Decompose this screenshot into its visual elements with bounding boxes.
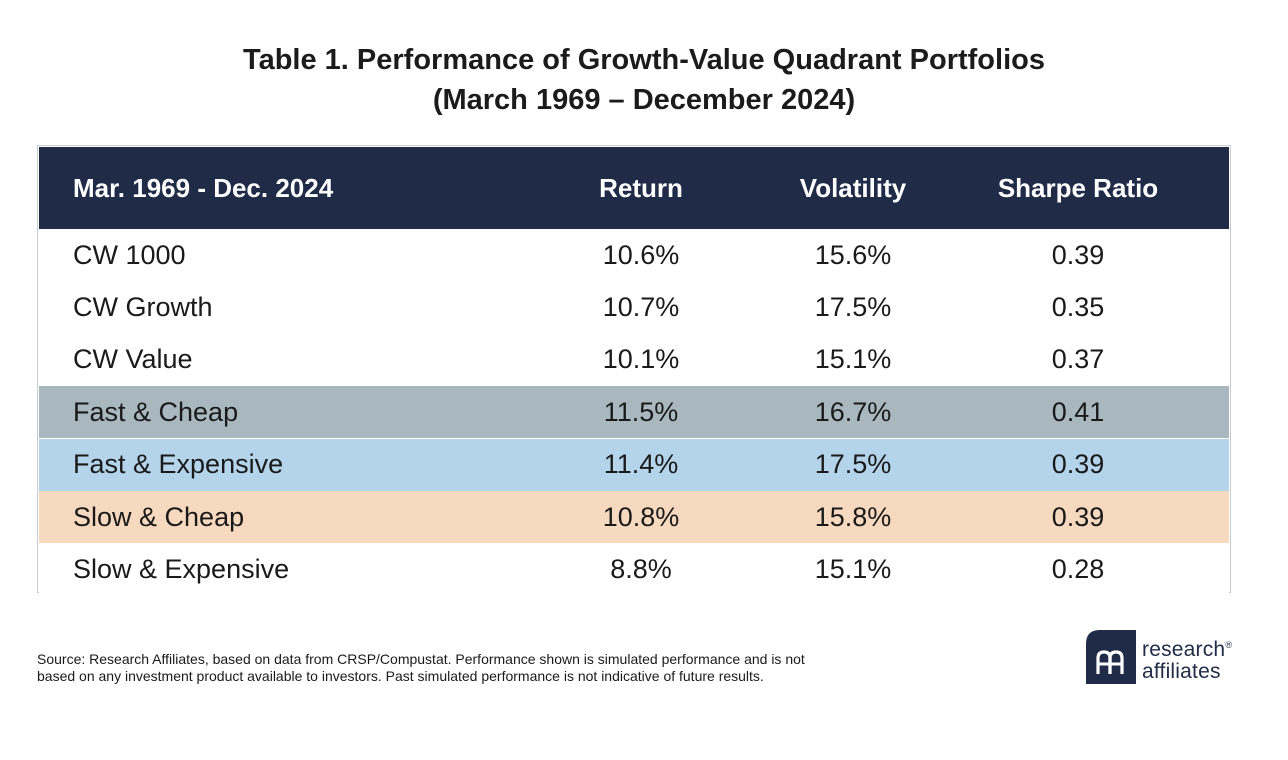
row-name: CW 1000 — [73, 239, 186, 270]
row-sharpe-ratio: 0.39 — [1051, 239, 1105, 270]
row-name: CW Value — [73, 344, 193, 375]
table-row: CW Value 10.1% 15.1% 0.37 — [39, 333, 1229, 386]
table-header: Mar. 1969 - Dec. 2024 Return Volatility … — [39, 147, 1229, 229]
row-sharpe-ratio: 0.39 — [1051, 501, 1105, 532]
table-row: CW Growth 10.7% 17.5% 0.35 — [39, 281, 1229, 334]
row-name: Slow & Cheap — [73, 501, 245, 532]
row-sharpe-ratio: 0.35 — [1051, 291, 1105, 322]
row-sharpe-ratio: 0.39 — [1051, 449, 1105, 480]
row-volatility: 16.7% — [814, 396, 892, 427]
row-return: 10.8% — [602, 501, 680, 532]
row-sharpe-ratio: 0.41 — [1051, 396, 1105, 427]
research-affiliates-logo-icon — [1086, 630, 1136, 684]
table-row: Slow & Expensive 8.8% 15.1% 0.28 — [39, 543, 1229, 596]
row-volatility: 15.6% — [814, 239, 892, 270]
row-volatility: 17.5% — [814, 291, 892, 322]
title-line-2: (March 1969 – December 2024) — [432, 84, 856, 116]
row-name: Fast & Cheap — [73, 396, 239, 427]
row-name: Slow & Expensive — [73, 553, 290, 584]
row-return: 10.6% — [602, 239, 680, 270]
research-affiliates-logo: research® affiliates — [1086, 628, 1236, 688]
header-period: Mar. 1969 - Dec. 2024 — [73, 172, 334, 203]
row-volatility: 15.8% — [814, 501, 892, 532]
row-volatility: 17.5% — [814, 449, 892, 480]
title-line-1: Table 1. Performance of Growth-Value Qua… — [243, 44, 1045, 76]
logo-line-1: research — [1142, 638, 1226, 661]
table-row: Fast & Cheap 11.5% 16.7% 0.41 — [39, 386, 1229, 439]
row-volatility: 15.1% — [814, 344, 892, 375]
row-volatility: 15.1% — [814, 553, 892, 584]
header-volatility: Volatility — [799, 172, 907, 203]
logo-line-2: affiliates — [1142, 660, 1221, 683]
row-return: 8.8% — [610, 553, 672, 584]
table-title: Table 1. Performance of Growth-Value Qua… — [0, 40, 1288, 120]
row-return: 11.5% — [603, 396, 679, 427]
row-name: CW Growth — [73, 291, 213, 322]
header-return: Return — [599, 172, 683, 203]
logo-wordmark: research® affiliates — [1142, 638, 1233, 683]
source-note: Source: Research Affiliates, based on da… — [37, 651, 957, 685]
row-return: 10.7% — [602, 291, 680, 322]
row-sharpe-ratio: 0.28 — [1051, 553, 1105, 584]
header-sharpe-ratio: Sharpe Ratio — [997, 172, 1159, 203]
performance-table: Mar. 1969 - Dec. 2024 Return Volatility … — [37, 145, 1231, 596]
source-line-1: Source: Research Affiliates, based on da… — [37, 651, 805, 667]
row-return: 11.4% — [603, 449, 679, 480]
source-line-2: based on any investment product availabl… — [37, 668, 764, 684]
table-row: CW 1000 10.6% 15.6% 0.39 — [39, 229, 1229, 281]
row-return: 10.1% — [602, 344, 680, 375]
table-row: Fast & Expensive 11.4% 17.5% 0.39 — [39, 438, 1229, 491]
row-sharpe-ratio: 0.37 — [1051, 344, 1105, 375]
row-name: Fast & Expensive — [73, 449, 284, 480]
table-row: Slow & Cheap 10.8% 15.8% 0.39 — [39, 491, 1229, 543]
